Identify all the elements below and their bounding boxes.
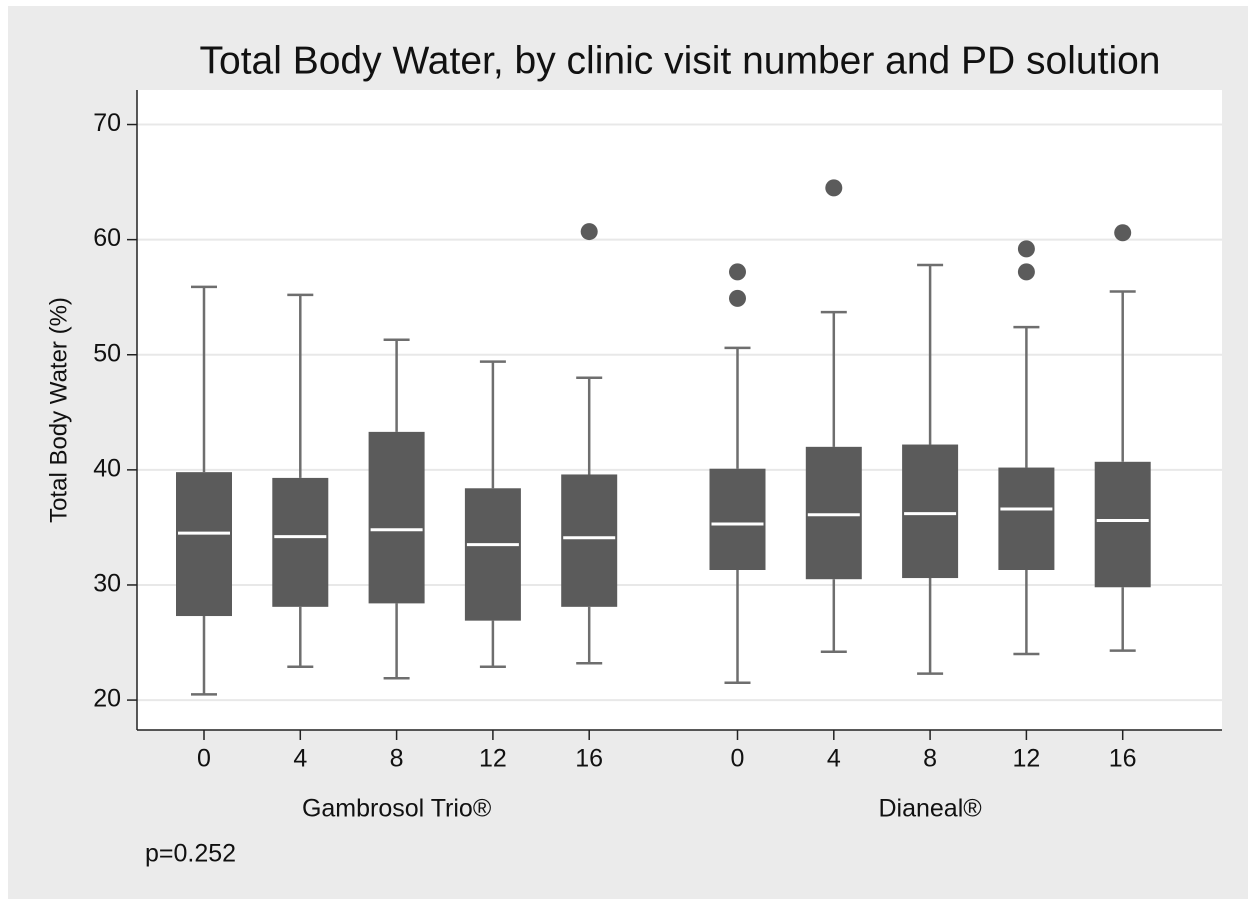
outlier xyxy=(1114,224,1132,242)
x-tick-label: 8 xyxy=(390,745,404,773)
group-label: Gambrosol Trio® xyxy=(302,795,492,823)
y-tick-label: 20 xyxy=(93,685,121,713)
box xyxy=(902,444,959,579)
box xyxy=(368,431,425,604)
box xyxy=(464,488,521,621)
annotation: p=0.252 xyxy=(145,840,236,868)
y-tick-label: 70 xyxy=(93,109,121,137)
box xyxy=(1094,461,1151,588)
box xyxy=(561,474,618,607)
y-tick-label: 60 xyxy=(93,224,121,252)
box xyxy=(709,468,766,570)
outlier xyxy=(1017,240,1035,258)
x-tick-label: 12 xyxy=(1012,745,1040,773)
x-tick-label: 16 xyxy=(575,745,603,773)
box xyxy=(176,472,232,617)
x-tick-label: 4 xyxy=(293,745,307,773)
box xyxy=(805,446,862,580)
outlier xyxy=(825,179,843,197)
outlier xyxy=(729,289,746,307)
y-axis-label: Total Body Water (%) xyxy=(45,297,72,523)
y-tick-label: 40 xyxy=(93,454,121,482)
y-tick-label: 30 xyxy=(93,570,121,598)
x-tick-label: 0 xyxy=(731,745,745,773)
group-label: Dianeal® xyxy=(878,795,982,823)
x-tick-label: 4 xyxy=(827,745,841,773)
x-tick-label: 0 xyxy=(197,745,211,773)
x-tick-label: 12 xyxy=(479,745,507,773)
box xyxy=(272,477,329,607)
y-tick-label: 50 xyxy=(93,339,121,367)
plot-area xyxy=(137,90,1222,730)
x-tick-label: 16 xyxy=(1109,745,1137,773)
x-tick-label: 8 xyxy=(923,745,937,773)
outlier xyxy=(729,263,746,281)
box xyxy=(998,467,1055,570)
outlier xyxy=(1017,263,1035,281)
outlier xyxy=(580,223,598,241)
chart-title: Total Body Water, by clinic visit number… xyxy=(200,39,1161,82)
